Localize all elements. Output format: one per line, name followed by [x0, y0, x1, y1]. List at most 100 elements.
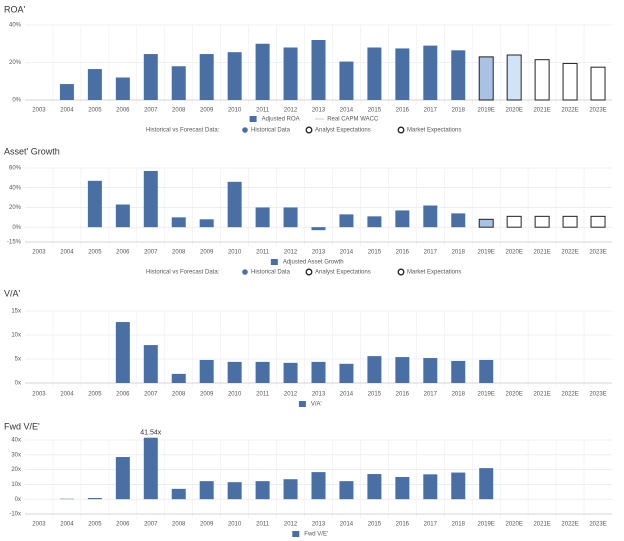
- bar: [87, 180, 102, 228]
- y-tick-label: 20%: [9, 205, 22, 211]
- x-tick-label: 2014: [340, 522, 354, 528]
- forecast-legend-label: Historical Data: [251, 270, 291, 276]
- x-tick-label: 2020E: [505, 392, 522, 398]
- x-tick-label: 2006: [116, 108, 130, 114]
- bar: [423, 474, 438, 500]
- legend-label: V/A': [311, 402, 322, 408]
- x-tick-label: 2011: [256, 108, 270, 114]
- bar: [227, 181, 242, 228]
- y-tick-label: 60%: [9, 166, 22, 172]
- x-tick-label: 2014: [340, 108, 354, 114]
- x-tick-label: 2016: [396, 108, 410, 114]
- x-tick-label: 2009: [200, 392, 214, 398]
- forecast-legend-icon: [242, 127, 248, 133]
- bar: [171, 373, 186, 383]
- x-tick-label: 2019E: [478, 250, 495, 256]
- bar: [395, 210, 410, 228]
- x-tick-label: 2008: [172, 522, 186, 528]
- bar: [87, 69, 102, 100]
- x-tick-label: 2021E: [533, 522, 550, 528]
- y-tick-label: 40x: [11, 438, 21, 444]
- x-tick-label: 2010: [228, 108, 242, 114]
- x-tick-label: 2007: [144, 392, 158, 398]
- y-tick-label: -15%: [7, 240, 22, 246]
- x-tick-label: 2006: [116, 522, 130, 528]
- forecast-legend-title: Historical vs Forecast Data:: [146, 270, 220, 276]
- y-tick-label: 10x: [11, 482, 21, 488]
- x-tick-label: 2007: [144, 522, 158, 528]
- bar: [423, 45, 438, 100]
- forecast-legend-label: Analyst Expectations: [315, 128, 371, 134]
- bar: [479, 468, 494, 500]
- x-tick-label: 2023E: [589, 522, 606, 528]
- forecast-legend-icon: [397, 126, 405, 134]
- x-tick-label: 2013: [312, 522, 326, 528]
- y-tick-label: 0%: [12, 225, 21, 231]
- data-label: 41.54x: [140, 430, 162, 437]
- bar: [171, 488, 186, 500]
- bar: [143, 345, 158, 383]
- x-tick-label: 2023E: [589, 108, 606, 114]
- y-tick-label: 0%: [12, 98, 21, 104]
- x-tick-label: 2017: [424, 250, 438, 256]
- bar: [311, 227, 326, 231]
- bar: [255, 481, 270, 500]
- x-tick-label: 2013: [312, 392, 326, 398]
- bar: [115, 204, 130, 228]
- x-tick-label: 2017: [424, 108, 438, 114]
- bar: [590, 66, 606, 101]
- bar: [395, 48, 410, 100]
- bar: [199, 54, 214, 100]
- bar: [339, 214, 354, 228]
- bar: [283, 47, 298, 100]
- x-tick-label: 2003: [32, 522, 46, 528]
- bar: [115, 457, 130, 500]
- x-tick-label: 2022E: [561, 392, 578, 398]
- x-tick-label: 2020E: [505, 522, 522, 528]
- bar: [283, 207, 298, 228]
- bar: [199, 359, 214, 383]
- bar: [423, 358, 438, 383]
- x-tick-label: 2008: [172, 108, 186, 114]
- x-tick-label: 2005: [88, 392, 102, 398]
- legend-label: Adjusted Asset Growth: [283, 260, 344, 266]
- bar: [311, 40, 326, 100]
- bar: [143, 54, 158, 100]
- y-tick-label: 30x: [11, 452, 21, 458]
- x-tick-label: 2018: [452, 392, 466, 398]
- x-tick-label: 2015: [368, 392, 382, 398]
- chart-title: Fwd V/E': [4, 421, 40, 431]
- x-tick-label: 2018: [452, 522, 466, 528]
- bar: [562, 62, 578, 101]
- x-tick-label: 2007: [144, 108, 158, 114]
- x-tick-label: 2015: [368, 108, 382, 114]
- forecast-legend-label: Historical Data: [251, 128, 291, 134]
- x-tick-label: 2012: [284, 392, 298, 398]
- y-tick-label: 10x: [11, 333, 21, 339]
- x-tick-label: 2014: [340, 250, 354, 256]
- x-tick-label: 2013: [312, 250, 326, 256]
- x-tick-label: 2019E: [478, 392, 495, 398]
- legend-label: Fwd V/E': [304, 532, 328, 538]
- bar: [562, 215, 578, 228]
- bar: [115, 322, 130, 383]
- x-tick-label: 2004: [60, 522, 74, 528]
- x-tick-label: 2016: [396, 392, 410, 398]
- bar: [255, 207, 270, 228]
- x-tick-label: 2017: [424, 392, 438, 398]
- bar: [590, 215, 606, 228]
- bar: [451, 360, 466, 383]
- legend-swatch: [292, 531, 300, 537]
- bar: [506, 215, 522, 228]
- x-tick-label: 2016: [396, 522, 410, 528]
- forecast-legend-icon: [305, 126, 313, 134]
- forecast-legend-title: Historical vs Forecast Data:: [146, 128, 220, 134]
- bar: [339, 481, 354, 500]
- x-tick-label: 2010: [228, 392, 242, 398]
- bar: [87, 498, 102, 500]
- forecast-legend-label: Market Expectations: [407, 270, 461, 276]
- x-tick-label: 2022E: [561, 522, 578, 528]
- x-tick-label: 2005: [88, 522, 102, 528]
- x-tick-label: 2016: [396, 250, 410, 256]
- x-tick-label: 2023E: [589, 392, 606, 398]
